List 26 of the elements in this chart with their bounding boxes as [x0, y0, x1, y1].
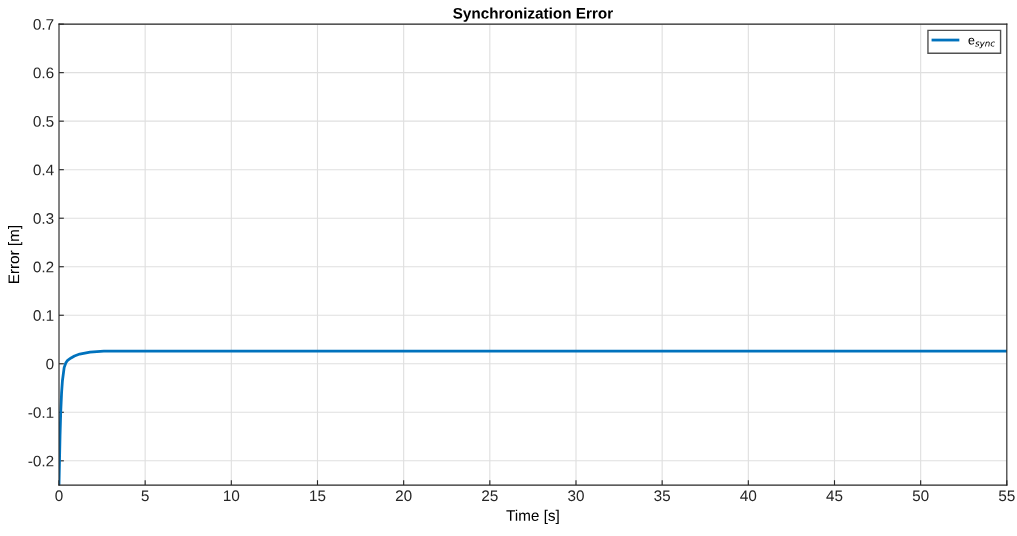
x-tick-label: 55: [998, 490, 1015, 502]
y-tick-label: 0: [46, 358, 54, 370]
x-tick-label: 45: [826, 490, 843, 502]
x-tick-label: 30: [568, 490, 584, 502]
y-tick-label: 0.4: [33, 164, 54, 176]
y-tick-label: 0.2: [33, 261, 54, 273]
y-tick-label: 0.5: [33, 116, 54, 127]
chart-title: Synchronization Error: [453, 7, 613, 22]
y-tick-label: 0.1: [33, 310, 54, 321]
x-tick-label: 25: [482, 490, 498, 502]
x-tick-label: 15: [310, 490, 326, 502]
y-tick-label: -0.2: [28, 455, 54, 467]
y-tick-label: 0.3: [33, 213, 54, 224]
y-tick-label: 0.6: [33, 67, 54, 79]
x-tick-label: 0: [55, 490, 63, 502]
y-axis-title: Error [m]: [8, 225, 23, 284]
x-tick-label: 40: [740, 490, 757, 502]
legend-label: e$_{sync}$: [968, 37, 995, 49]
x-tick-label: 10: [223, 490, 240, 502]
x-tick-label: 35: [654, 490, 671, 502]
x-axis-title: Time [s]: [506, 509, 559, 524]
y-tick-label: 0.7: [33, 18, 54, 30]
x-tick-label: 50: [912, 490, 929, 502]
y-tick-label: -0.1: [28, 407, 54, 418]
x-tick-label: 20: [395, 490, 412, 502]
x-tick-label: 5: [141, 490, 149, 502]
